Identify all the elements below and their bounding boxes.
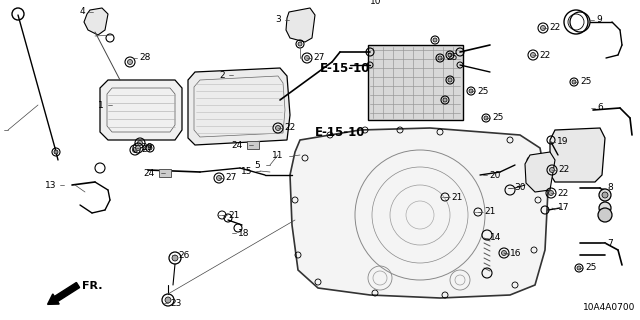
Text: 18: 18 [238, 228, 250, 237]
Text: 25: 25 [446, 53, 458, 62]
Circle shape [298, 42, 302, 46]
Polygon shape [188, 68, 290, 145]
Bar [159, 169, 171, 177]
Text: 23: 23 [170, 299, 181, 308]
Text: 21: 21 [484, 207, 495, 217]
Text: 11: 11 [271, 151, 283, 161]
Text: 14: 14 [490, 234, 501, 243]
Circle shape [138, 140, 143, 146]
Text: 4: 4 [79, 7, 85, 17]
Text: 1: 1 [99, 100, 104, 109]
Circle shape [433, 38, 437, 42]
Circle shape [127, 60, 132, 65]
Text: 8: 8 [607, 183, 612, 193]
Bar [368, 45, 463, 120]
Text: E-15-10: E-15-10 [320, 61, 370, 75]
Text: 26: 26 [178, 251, 189, 260]
Text: 9: 9 [596, 15, 602, 25]
Circle shape [275, 125, 280, 131]
Text: 19: 19 [557, 138, 568, 147]
Text: 7: 7 [607, 238, 612, 247]
Text: 24: 24 [144, 169, 155, 178]
Circle shape [305, 55, 310, 60]
Circle shape [54, 150, 58, 154]
Circle shape [548, 190, 554, 196]
Text: 22: 22 [549, 23, 560, 33]
Circle shape [448, 53, 452, 57]
Text: 25: 25 [477, 86, 488, 95]
Text: 10A4A0700: 10A4A0700 [582, 303, 635, 312]
Text: 25: 25 [492, 114, 504, 123]
Text: 2: 2 [220, 70, 225, 79]
Circle shape [448, 78, 452, 82]
Text: 5: 5 [254, 161, 260, 170]
Circle shape [502, 251, 506, 255]
Text: 10: 10 [370, 0, 381, 6]
Text: 3: 3 [275, 15, 281, 25]
Text: 22: 22 [539, 51, 550, 60]
Text: 27: 27 [313, 53, 324, 62]
Circle shape [484, 116, 488, 120]
Circle shape [598, 208, 612, 222]
Text: FR.: FR. [82, 281, 102, 291]
Text: 27: 27 [141, 146, 152, 155]
FancyArrow shape [47, 283, 79, 304]
Polygon shape [525, 152, 555, 192]
Text: 21: 21 [228, 211, 239, 220]
Text: 25: 25 [580, 77, 591, 86]
Polygon shape [100, 80, 182, 140]
Text: 6: 6 [597, 103, 603, 113]
Polygon shape [286, 8, 315, 42]
Text: 24: 24 [232, 140, 243, 149]
Circle shape [599, 202, 611, 214]
Text: 15: 15 [241, 166, 252, 175]
Text: 22: 22 [558, 165, 569, 174]
Circle shape [165, 297, 171, 303]
Circle shape [550, 167, 554, 172]
Circle shape [172, 255, 178, 261]
Text: 16: 16 [510, 249, 522, 258]
Circle shape [541, 26, 545, 30]
Circle shape [216, 175, 221, 180]
Circle shape [602, 192, 608, 198]
Polygon shape [290, 128, 548, 298]
Circle shape [572, 80, 576, 84]
Circle shape [531, 52, 536, 58]
Text: 17: 17 [558, 204, 570, 212]
Circle shape [577, 266, 581, 270]
Text: 21: 21 [451, 193, 462, 202]
Circle shape [599, 189, 611, 201]
Text: 13: 13 [45, 180, 56, 189]
Polygon shape [84, 8, 108, 35]
Circle shape [443, 98, 447, 102]
Polygon shape [550, 128, 605, 182]
Text: 20: 20 [489, 171, 500, 180]
Text: 22: 22 [557, 188, 568, 197]
Text: 29: 29 [141, 143, 152, 153]
Bar [247, 141, 259, 149]
Circle shape [469, 89, 473, 93]
Text: 25: 25 [585, 263, 596, 273]
Circle shape [136, 146, 141, 150]
Circle shape [438, 56, 442, 60]
Text: 27: 27 [225, 173, 236, 182]
Circle shape [148, 146, 152, 150]
Text: 30: 30 [514, 183, 525, 193]
Circle shape [132, 148, 138, 153]
Text: E-15-10: E-15-10 [315, 126, 365, 140]
Text: 28: 28 [139, 53, 150, 62]
Text: 22: 22 [284, 124, 295, 132]
